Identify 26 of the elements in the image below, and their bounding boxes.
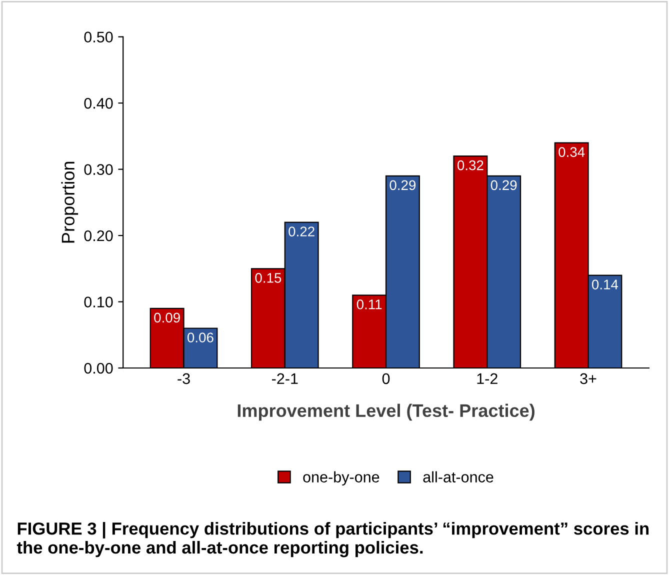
y-tick-label: 0.00: [84, 362, 113, 374]
x-tick-label: 0: [382, 373, 390, 384]
data-label: 0.09: [154, 312, 180, 323]
y-tick-label: 0.10: [84, 296, 113, 308]
legend-label: all-at-once: [423, 471, 494, 482]
data-label: 0.06: [187, 332, 214, 342]
x-tick-label: 1-2: [477, 373, 498, 384]
y-tick-label: 0.20: [84, 230, 113, 242]
data-label: 0.14: [592, 280, 618, 290]
x-tick-label: -2-1: [272, 373, 298, 384]
x-axis-title: Improvement Level (Test- Practice): [238, 404, 534, 421]
x-tick-label: -3: [178, 373, 190, 384]
y-tick-label: 0.30: [84, 164, 113, 175]
data-label: 0.15: [255, 272, 282, 283]
data-label: 0.34: [558, 147, 585, 157]
y-axis-title: Proportion: [61, 162, 78, 243]
x-tick-label: 3+: [580, 373, 596, 384]
data-label: 0.32: [457, 160, 484, 170]
caption: FIGURE 3 | Frequency distributions of participants’ “improvement” scores in the one-by-one and all-at-once reporting policies.: [16, 522, 649, 558]
data-label: 0.11: [356, 299, 382, 310]
y-tick-label: 0.40: [84, 98, 113, 109]
data-label: 0.29: [390, 180, 416, 190]
y-tick-label: 0.50: [84, 32, 113, 42]
data-label: 0.22: [288, 226, 314, 236]
legend-label: one-by-one: [303, 471, 380, 486]
data-label: 0.29: [490, 180, 517, 190]
